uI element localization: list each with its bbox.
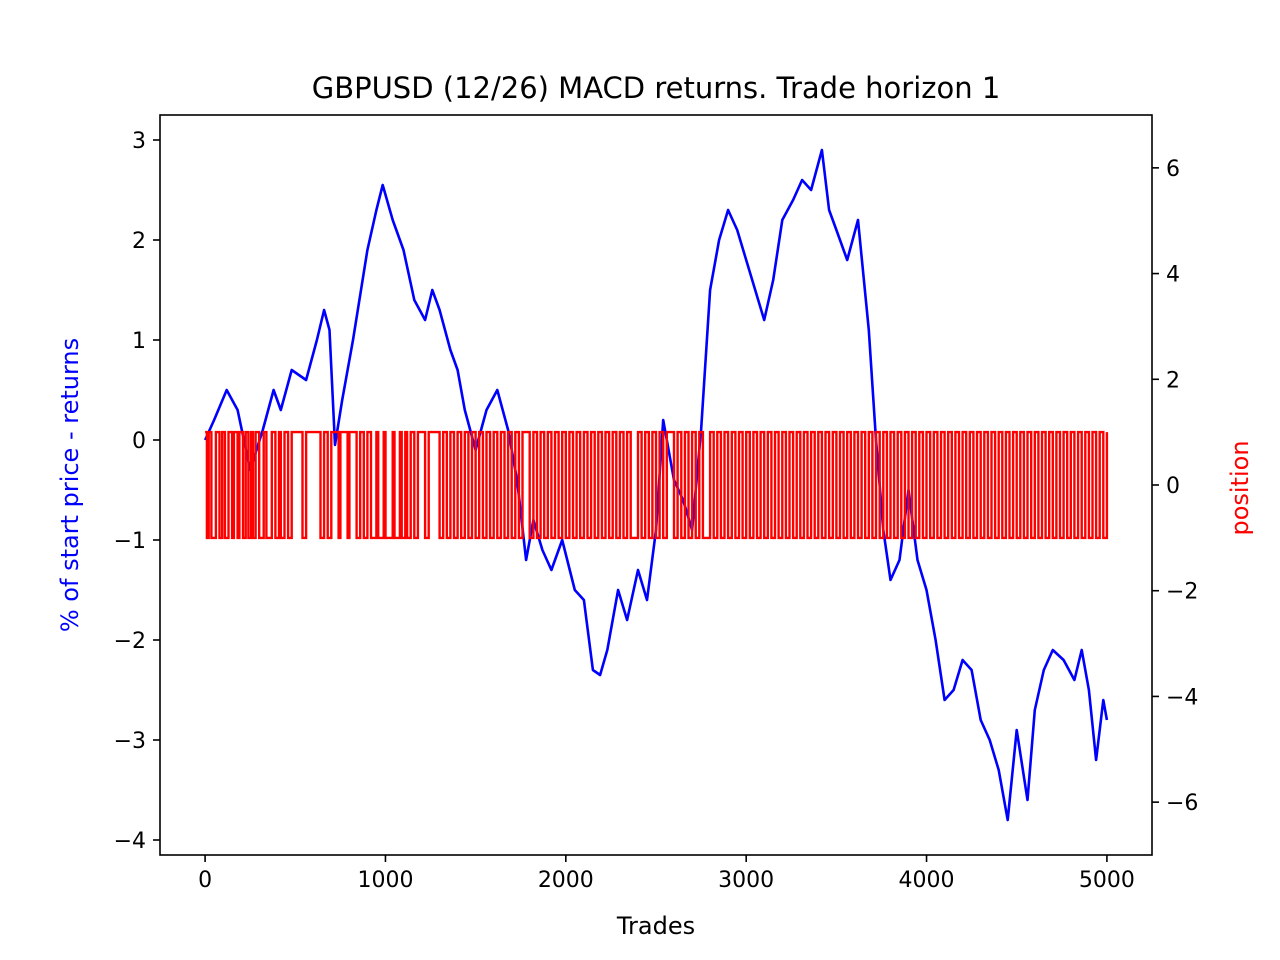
y-right-tick-label: 2 — [1166, 368, 1180, 393]
x-tick-label: 1000 — [357, 868, 413, 893]
y-left-tick-label: −3 — [114, 729, 146, 754]
y-axis-left-label: % of start price - returns — [56, 338, 84, 632]
chart-title: GBPUSD (12/26) MACD returns. Trade horiz… — [312, 71, 1001, 105]
y-right-tick-label: 6 — [1166, 157, 1180, 182]
x-tick-label: 4000 — [899, 868, 955, 893]
y-left-tick-label: 2 — [132, 229, 146, 254]
y-right-tick-label: −2 — [1166, 580, 1198, 605]
y-left-tick-label: 3 — [132, 129, 146, 154]
position-series-line — [205, 430, 1109, 540]
plot-area — [159, 114, 1153, 856]
y-left-tick-label: −4 — [114, 829, 146, 854]
y-right-tick-label: 0 — [1166, 474, 1180, 499]
y-right-tick-label: −4 — [1166, 685, 1198, 710]
x-tick-label: 2000 — [538, 868, 594, 893]
y-left-tick-label: −1 — [114, 529, 146, 554]
x-tick-label: 5000 — [1079, 868, 1135, 893]
y-axis-left: −4 −3 −2 −1 0 1 2 3 — [114, 129, 160, 854]
y-left-tick-label: 1 — [132, 329, 146, 354]
y-right-tick-label: 4 — [1166, 263, 1180, 288]
y-right-tick-label: −6 — [1166, 791, 1198, 816]
y-left-tick-label: −2 — [114, 629, 146, 654]
x-tick-label: 3000 — [718, 868, 774, 893]
series-layer — [203, 148, 1109, 822]
y-left-tick-label: 0 — [132, 429, 146, 454]
y-axis-right: −6 −4 −2 0 2 4 6 — [1152, 157, 1198, 816]
x-tick-label: 0 — [198, 868, 212, 893]
x-axis-label: Trades — [616, 912, 695, 940]
y-axis-right-label: position — [1226, 440, 1254, 535]
x-axis: 0 1000 2000 3000 4000 5000 — [198, 855, 1135, 893]
